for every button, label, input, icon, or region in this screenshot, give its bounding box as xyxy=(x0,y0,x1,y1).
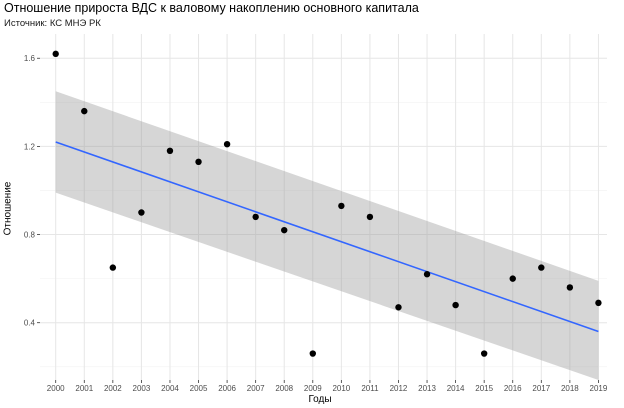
x-tick-label: 2002 xyxy=(104,384,122,393)
x-tick-label: 2004 xyxy=(161,384,179,393)
x-tick-label: 2009 xyxy=(304,384,322,393)
data-point xyxy=(195,158,202,166)
data-point xyxy=(395,304,402,311)
data-point xyxy=(223,140,231,148)
x-tick-label: 2019 xyxy=(590,384,608,393)
y-tick-label: 1.6 xyxy=(24,54,36,63)
chart-subtitle: Источник: КС МНЭ РК xyxy=(4,18,101,29)
data-point xyxy=(480,350,488,357)
x-tick-label: 2005 xyxy=(190,384,208,393)
data-point xyxy=(366,213,374,221)
x-tick-label: 2015 xyxy=(475,384,493,393)
x-tick-label: 2001 xyxy=(75,384,93,393)
x-tick-label: 2018 xyxy=(561,384,579,393)
x-tick-label: 2010 xyxy=(332,384,350,393)
y-tick-label: 0.8 xyxy=(24,231,36,240)
x-tick-label: 2013 xyxy=(418,384,436,393)
data-point xyxy=(509,275,516,282)
data-point xyxy=(452,301,459,309)
x-tick-label: 2000 xyxy=(47,384,65,393)
x-tick-label: 2012 xyxy=(390,384,408,393)
data-point xyxy=(166,147,174,155)
data-point xyxy=(595,299,602,307)
x-tick-label: 2007 xyxy=(247,384,265,393)
y-tick-label: 0.4 xyxy=(24,319,36,328)
data-point xyxy=(281,226,288,234)
data-point xyxy=(538,264,545,271)
data-point xyxy=(81,107,88,115)
data-point xyxy=(566,284,574,291)
data-point xyxy=(138,209,145,216)
x-tick-label: 2006 xyxy=(218,384,236,393)
x-tick-label: 2011 xyxy=(361,384,379,393)
x-tick-label: 2016 xyxy=(504,384,522,393)
x-tick-label: 2014 xyxy=(447,384,465,393)
chart-title: Отношение прироста ВДС к валовому накопл… xyxy=(4,1,419,15)
data-point xyxy=(52,50,59,58)
x-axis-label: Годы xyxy=(308,394,332,405)
data-point xyxy=(252,213,259,221)
x-tick-label: 2017 xyxy=(532,384,550,393)
confidence-band xyxy=(55,91,599,380)
trend-line xyxy=(55,141,599,333)
data-point xyxy=(309,350,316,357)
data-point xyxy=(338,202,345,210)
data-point xyxy=(109,264,117,271)
x-tick-label: 2008 xyxy=(275,384,293,393)
y-tick-label: 1.2 xyxy=(24,142,36,151)
x-tick-label: 2003 xyxy=(133,384,151,393)
data-point xyxy=(423,271,431,278)
